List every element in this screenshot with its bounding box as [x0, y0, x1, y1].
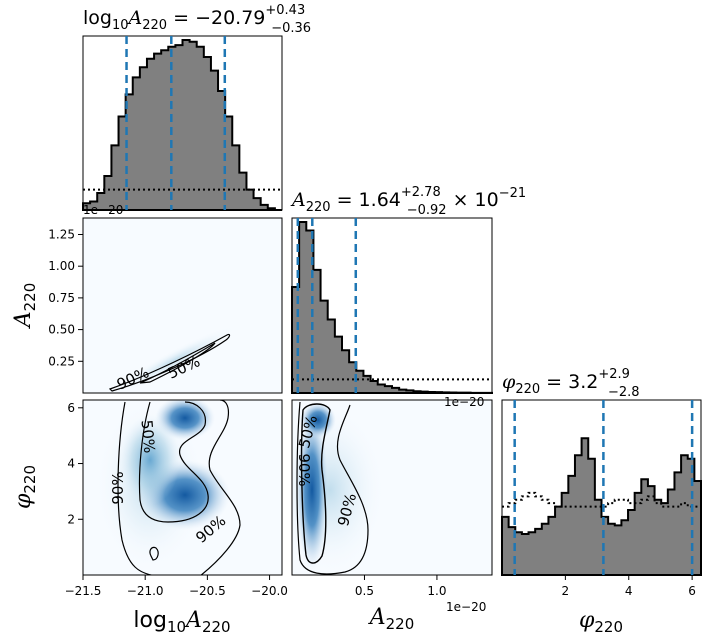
- xtick-label-phi-1: 4: [625, 584, 633, 598]
- panel-3-1-frame: [82, 399, 283, 576]
- panel-3-1: [83, 400, 282, 575]
- ytick-label-A-1: 0.50: [48, 323, 75, 337]
- density-blob-3-2-c: [300, 402, 336, 438]
- ytick-label-A-0: 0.25: [48, 354, 75, 368]
- offset-label-bottom: 1e−20: [446, 600, 486, 614]
- ylabel-phi: φ220: [11, 465, 39, 509]
- svg-text:A220 = 1.64+2.78−0.92 × 10−21: A220 = 1.64+2.78 −0.92 × 10−21: [290, 185, 526, 218]
- ytick-label-A-2: 0.75: [48, 291, 75, 305]
- histogram-log10A: [82, 39, 282, 211]
- contour-90-3-2: [296, 401, 369, 575]
- contour-label-5: 90%: [295, 453, 313, 486]
- xtick-label-phi-2: 6: [688, 584, 696, 598]
- xlabel-A: A220: [368, 605, 415, 633]
- ytick-label-A-3: 1.00: [48, 259, 75, 273]
- title-phi: φ220 = 3.2+2.9 −2.8: [502, 367, 640, 400]
- contour-90-3-1: [117, 400, 241, 575]
- xtick-label-log10A-0: −21.5: [65, 584, 102, 598]
- contour-label-3: 50%: [138, 419, 159, 454]
- contour-50-2-1: [139, 342, 216, 384]
- contour-label-2: 90%: [109, 471, 127, 504]
- prior-phi: [502, 491, 701, 508]
- ytick-label-phi-2: 6: [67, 401, 75, 415]
- contour-small-3-1: [149, 546, 159, 561]
- xtick-label-log10A-1: −21.0: [127, 584, 164, 598]
- offset-label-top: 1e−20: [83, 203, 123, 217]
- xtick-label-phi-0: 2: [562, 584, 570, 598]
- panel-3-2-frame: [291, 399, 493, 576]
- histogram-A: [291, 221, 493, 394]
- panel-3-2: [292, 400, 492, 575]
- density-blob-2-1: [113, 325, 237, 393]
- svg-text:φ220 = 3.2+2.9−2.8: φ220 = 3.2+2.9 −2.8: [502, 367, 640, 400]
- ylabel-A: A220: [11, 283, 39, 330]
- ytick-label-phi-0: 2: [67, 512, 75, 526]
- density-blob-3-1-d: [120, 415, 180, 505]
- ytick-label-A-4: 1.25: [48, 227, 75, 241]
- panel-2-1: [83, 218, 282, 393]
- contour-50-3-2: [300, 403, 331, 564]
- svg-text:log10A220 = −20.79+0.43−0.36: log10A220 = −20.79+0.43 −0.36: [83, 3, 311, 36]
- xlabel-log10A: log10A220: [133, 608, 230, 636]
- xlabel-phi: φ220: [579, 608, 623, 636]
- xtick-label-log10A-3: −20.0: [251, 584, 288, 598]
- contour-50-3-1: [138, 401, 209, 523]
- xtick-label-A-1: 1.0: [427, 584, 446, 598]
- xtick-label-log10A-2: −20.5: [189, 584, 226, 598]
- title-A: A220 = 1.64+2.78 −0.92 × 10−21: [290, 185, 526, 218]
- offset-label-mid: 1e−20: [444, 395, 484, 409]
- panel-2-1-frame: [82, 217, 283, 394]
- ytick-label-phi-1: 4: [67, 457, 75, 471]
- xtick-label-A-0: 0.5: [355, 584, 374, 598]
- title-log10A: log10A220 = −20.79+0.43 −0.36: [83, 3, 311, 36]
